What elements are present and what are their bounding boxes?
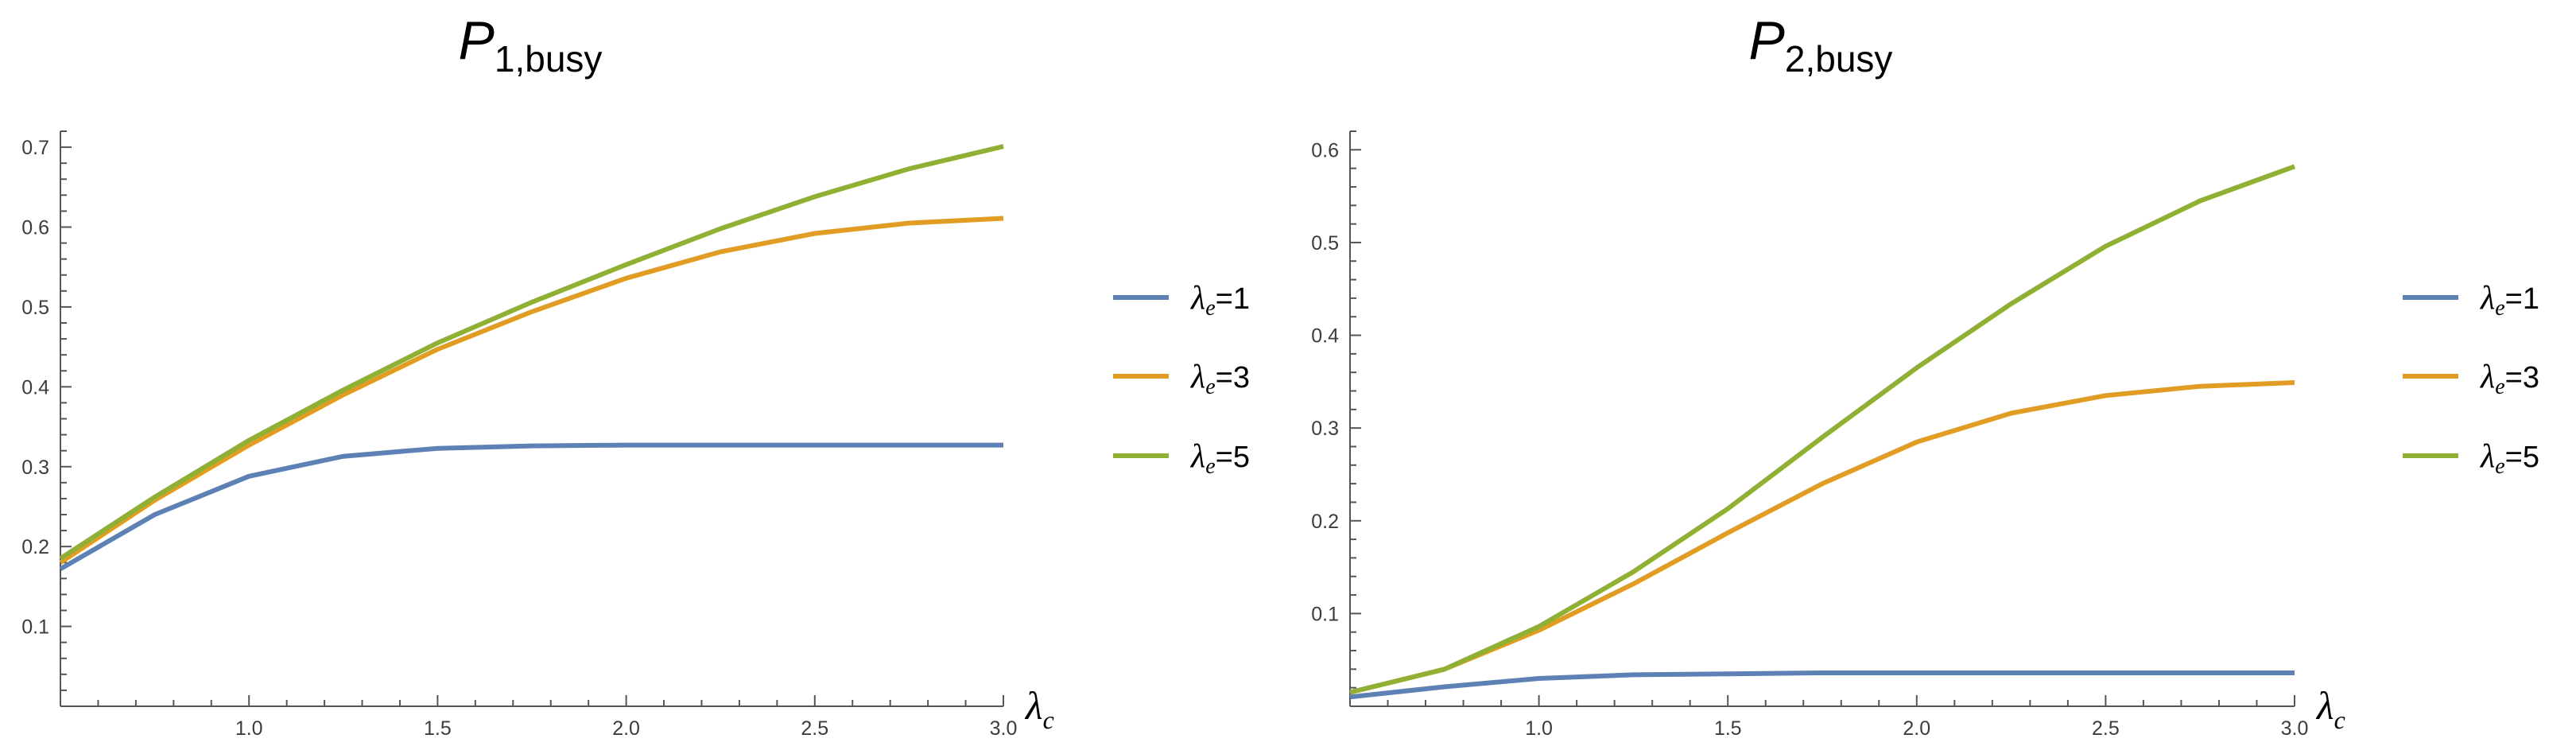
y-tick-label: 0.2 [21, 536, 49, 558]
legend: λe=1λe=3λe=5 [2403, 280, 2539, 479]
legend-label-subscript: e [1205, 454, 1215, 479]
x-axis-label-symbol: λ [2315, 683, 2334, 728]
x-tick-label: 2.5 [801, 717, 828, 740]
y-tick-label: 0.1 [21, 616, 49, 639]
series-line-3 [1349, 164, 2296, 695]
legend-label-subscript: e [1205, 296, 1215, 321]
chart-panel-1: P1,busy 0.1 0.2 0.3 0.4 0.5 0.6 0.7 1.0 1.5 2.0 2.5… [21, 10, 1250, 740]
x-tick-label: 1.5 [1714, 717, 1742, 740]
legend-label-value: =1 [1216, 282, 1250, 316]
legend-label-symbol: λ [2479, 359, 2495, 395]
legend-label-symbol: λ [2479, 280, 2495, 317]
legend-label-subscript: e [1205, 375, 1215, 399]
legend-label: λe=5 [1189, 438, 1250, 479]
chart-title-subscript: 1,busy [495, 38, 603, 80]
y-tick-label: 0.2 [1311, 511, 1339, 533]
series-line-1 [59, 442, 1003, 571]
legend-label: λe=3 [2479, 359, 2539, 399]
y-tick-label: 0.5 [1311, 232, 1339, 255]
legend: λe=1λe=3λe=5 [1113, 280, 1250, 479]
legend-label: λe=1 [1189, 280, 1250, 321]
series-line-1 [1349, 670, 2295, 700]
chart-panel-2: P2,busy 0.1 0.2 0.3 0.4 0.5 0.6 1.0 1.5 2.0 2.5 3.0… [1311, 10, 2539, 740]
chart-title-symbol: P [459, 10, 495, 71]
legend-label-subscript: e [2495, 296, 2504, 321]
x-tick-label: 2.0 [612, 717, 640, 740]
y-tick-label: 0.7 [21, 137, 49, 159]
x-axis-label-subscript: c [1043, 705, 1054, 734]
chart-title-subscript: 2,busy [1785, 38, 1893, 80]
x-tick-label: 2.0 [1903, 717, 1930, 740]
x-tick-label: 1.0 [1525, 717, 1553, 740]
legend-label-value: =5 [2505, 441, 2539, 474]
chart-title-symbol: P [1749, 10, 1785, 71]
y-tick-label: 0.6 [21, 217, 49, 239]
y-tick-label: 0.3 [1311, 418, 1339, 440]
legend-label-symbol: λ [1189, 359, 1205, 395]
x-tick-label: 1.5 [424, 717, 452, 740]
legend-label: λe=3 [1189, 359, 1250, 399]
x-axis-label: λc [2315, 683, 2345, 734]
chart-title: P1,busy [459, 10, 603, 80]
legend-label: λe=1 [2479, 280, 2539, 321]
y-tick-label: 0.4 [1311, 325, 1339, 348]
y-tick-label: 0.1 [1311, 603, 1339, 625]
legend-label-value: =1 [2505, 282, 2539, 316]
y-tick-label: 0.6 [1311, 139, 1339, 161]
x-tick-label: 3.0 [2281, 717, 2309, 740]
y-tick-label: 0.4 [21, 376, 49, 398]
x-tick-label: 2.5 [2092, 717, 2120, 740]
legend-label-value: =5 [1216, 441, 1250, 474]
y-tick-label: 0.3 [21, 457, 49, 479]
legend-label: λe=5 [2479, 438, 2539, 479]
x-axis-label-symbol: λ [1024, 683, 1043, 728]
x-axis-label-subscript: c [2334, 705, 2345, 734]
x-tick-label: 3.0 [990, 717, 1018, 740]
legend-label-subscript: e [2495, 375, 2504, 399]
chart-title: P2,busy [1749, 10, 1893, 80]
y-tick-label: 0.5 [21, 297, 49, 319]
legend-label-symbol: λ [1189, 438, 1205, 475]
x-tick-label: 1.0 [235, 717, 263, 740]
legend-label-subscript: e [2495, 454, 2504, 479]
legend-label-symbol: λ [2479, 438, 2495, 475]
legend-label-value: =3 [1216, 361, 1250, 394]
legend-label-value: =3 [2505, 361, 2539, 394]
x-axis-label: λc [1024, 683, 1054, 734]
series-line-2 [59, 216, 1004, 565]
legend-label-symbol: λ [1189, 280, 1205, 317]
